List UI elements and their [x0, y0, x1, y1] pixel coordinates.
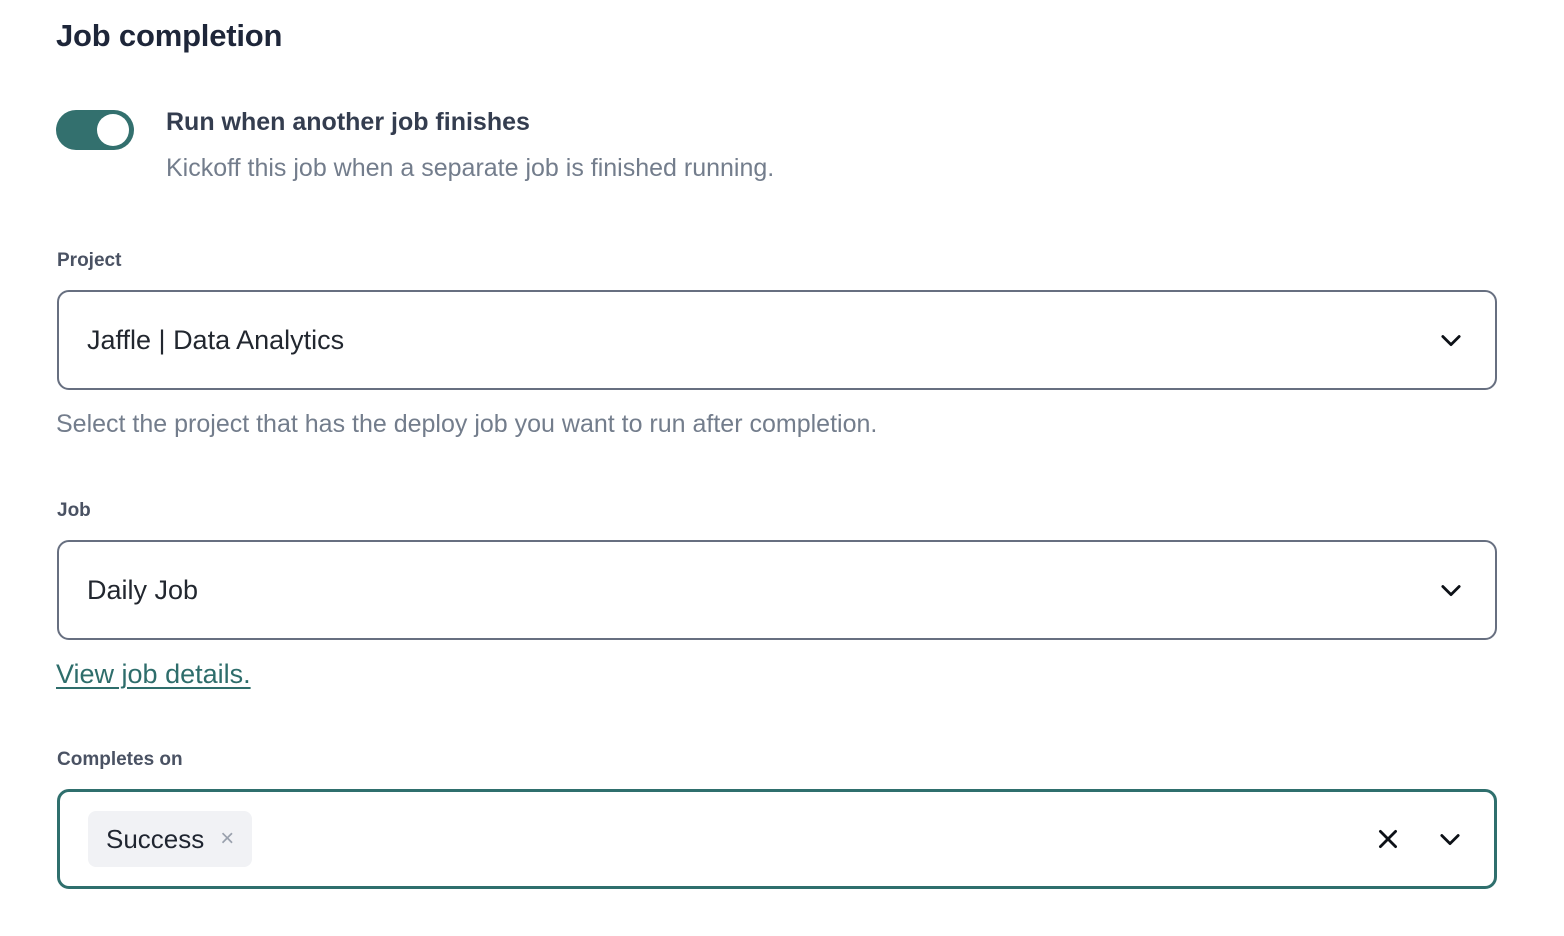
job-select-value: Daily Job [87, 575, 199, 605]
project-select-value: Jaffle | Data Analytics [87, 325, 345, 355]
tag-label: Success [106, 824, 205, 854]
completes-on-multiselect[interactable]: Success × [57, 789, 1497, 889]
project-field-label: Project [57, 250, 122, 271]
project-select[interactable]: Jaffle | Data Analytics [57, 290, 1497, 390]
selected-tag-success[interactable]: Success × [88, 811, 253, 867]
clear-icon[interactable] [1374, 825, 1402, 853]
toggle-knob [97, 114, 129, 146]
job-select[interactable]: Daily Job [57, 540, 1497, 640]
page-title: Job completion [56, 18, 283, 53]
chevron-down-icon[interactable] [1437, 326, 1465, 354]
toggle-text-group: Run when another job finishes Kickoff th… [166, 104, 1496, 184]
toggle-label: Run when another job finishes [166, 108, 530, 136]
tag-remove-icon[interactable]: × [220, 825, 235, 852]
project-helper-text: Select the project that has the deploy j… [56, 410, 878, 438]
view-job-details-link[interactable]: View job details. [56, 659, 251, 689]
chevron-down-icon[interactable] [1436, 825, 1464, 853]
completes-on-field-label: Completes on [57, 749, 183, 770]
chevron-down-icon[interactable] [1437, 576, 1465, 604]
job-field-label: Job [57, 500, 91, 521]
toggle-description: Kickoff this job when a separate job is … [166, 154, 775, 182]
run-when-another-job-finishes-toggle[interactable] [56, 110, 134, 150]
